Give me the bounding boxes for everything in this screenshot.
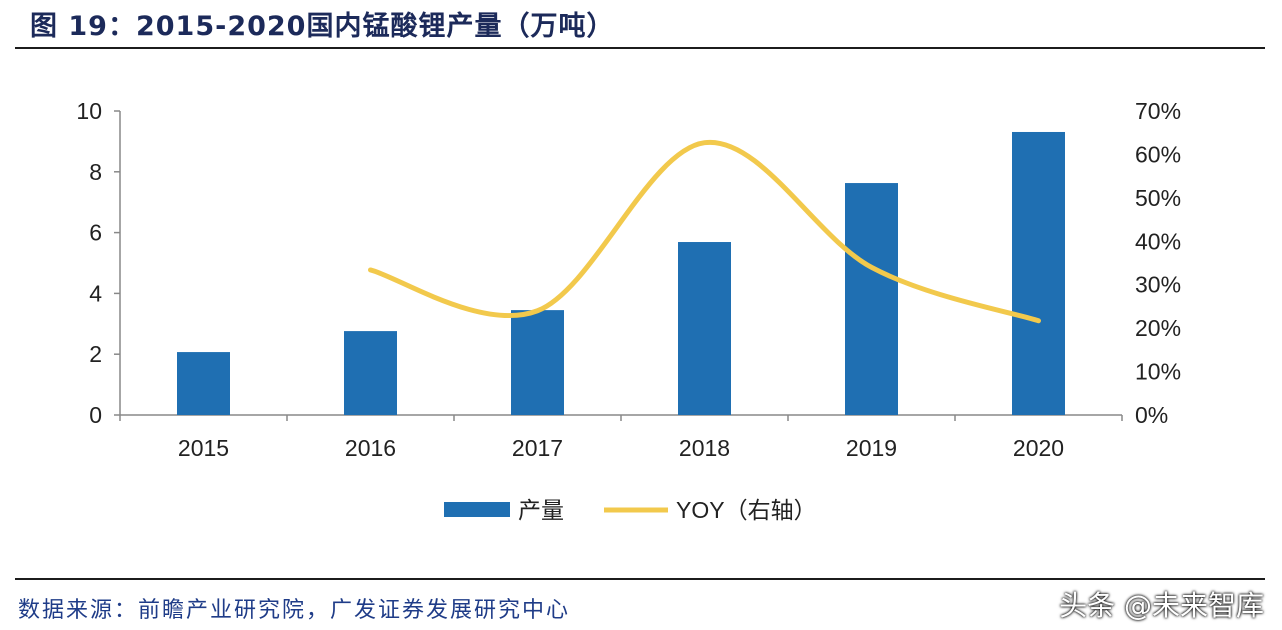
- source-note: 数据来源：前瞻产业研究院，广发证券发展研究中心: [18, 598, 571, 623]
- left-tick-label: 10: [76, 98, 102, 124]
- left-tick-label: 2: [89, 341, 102, 367]
- bar-2015: [177, 352, 230, 415]
- left-tick-label: 6: [89, 220, 102, 246]
- x-tick-label: 2020: [1013, 435, 1064, 461]
- bar-2019: [845, 183, 898, 415]
- x-tick-label: 2015: [178, 435, 229, 461]
- right-tick-label: 60%: [1135, 141, 1181, 167]
- bar-2018: [678, 242, 731, 415]
- left-tick-label: 0: [89, 402, 102, 428]
- legend-swatch-bar: [444, 502, 510, 517]
- chart-title: 图 19：2015-2020国内锰酸锂产量（万吨）: [30, 11, 615, 42]
- x-tick-label: 2018: [679, 435, 730, 461]
- right-tick-label: 0%: [1135, 402, 1168, 428]
- right-tick-label: 40%: [1135, 228, 1181, 254]
- bar-2016: [344, 331, 397, 415]
- bar-2020: [1012, 131, 1065, 415]
- left-tick-label: 8: [89, 159, 102, 185]
- right-tick-label: 50%: [1135, 185, 1181, 211]
- x-tick-label: 2016: [345, 435, 396, 461]
- left-tick-label: 4: [89, 280, 102, 306]
- legend-label-bar: 产量: [518, 497, 564, 523]
- right-tick-label: 10%: [1135, 359, 1181, 385]
- legend-label-line: YOY（右轴）: [676, 497, 817, 523]
- title-divider: [15, 47, 1265, 49]
- x-tick-label: 2019: [846, 435, 897, 461]
- right-tick-label: 70%: [1135, 98, 1181, 124]
- footer-divider: [15, 578, 1265, 580]
- watermark: 头条 @未来智库: [1059, 589, 1264, 622]
- bar-2017: [511, 310, 564, 415]
- right-tick-label: 20%: [1135, 315, 1181, 341]
- x-tick-label: 2017: [512, 435, 563, 461]
- right-tick-label: 30%: [1135, 272, 1181, 298]
